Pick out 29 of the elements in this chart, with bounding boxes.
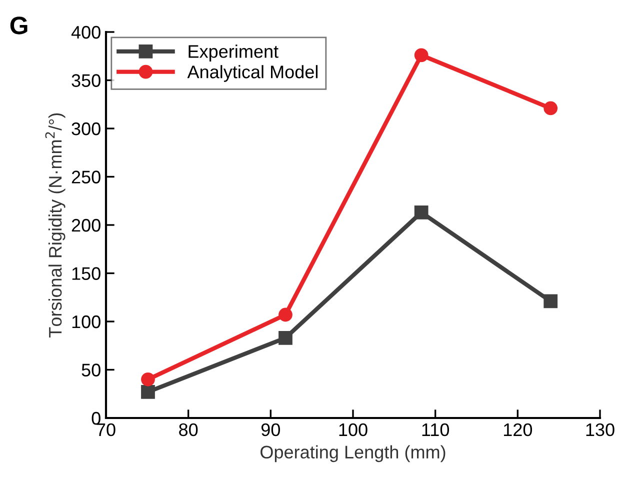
y-tick-label: 150 [72, 267, 100, 280]
x-tick-label: 100 [339, 423, 368, 436]
point [544, 294, 558, 308]
point [414, 206, 428, 220]
point [141, 372, 155, 386]
y-tick-label: 100 [72, 315, 100, 328]
point [414, 48, 428, 62]
x-tick-label: 120 [504, 423, 532, 436]
x-axis-title: Operating Length (mm) [260, 445, 446, 462]
point [278, 330, 292, 345]
x-tick-label: 90 [261, 423, 280, 436]
x-tick-label: 70 [96, 423, 116, 436]
y-tick-label: 50 [82, 364, 100, 376]
y-axis-title: Torsional Rigidity (N·mm$^{2}$/°) [45, 113, 66, 338]
point [544, 101, 558, 116]
y-tick-label: 400 [71, 26, 100, 39]
point [141, 385, 155, 399]
text: G [10, 16, 28, 34]
x-tick-label: 110 [422, 423, 450, 436]
y-tick-label: 0 [92, 412, 100, 425]
legend-label: Experiment [188, 44, 278, 62]
y-tick-label: 300 [72, 122, 100, 136]
x-tick-label: 130 [586, 423, 614, 436]
y-tick-label: 250 [72, 170, 100, 184]
x-tick-label: 80 [179, 423, 198, 436]
point [278, 308, 292, 322]
y-tick-label: 200 [72, 218, 100, 232]
y-tick-label: 350 [72, 74, 100, 87]
legend-label: Analytical Model [187, 65, 318, 82]
